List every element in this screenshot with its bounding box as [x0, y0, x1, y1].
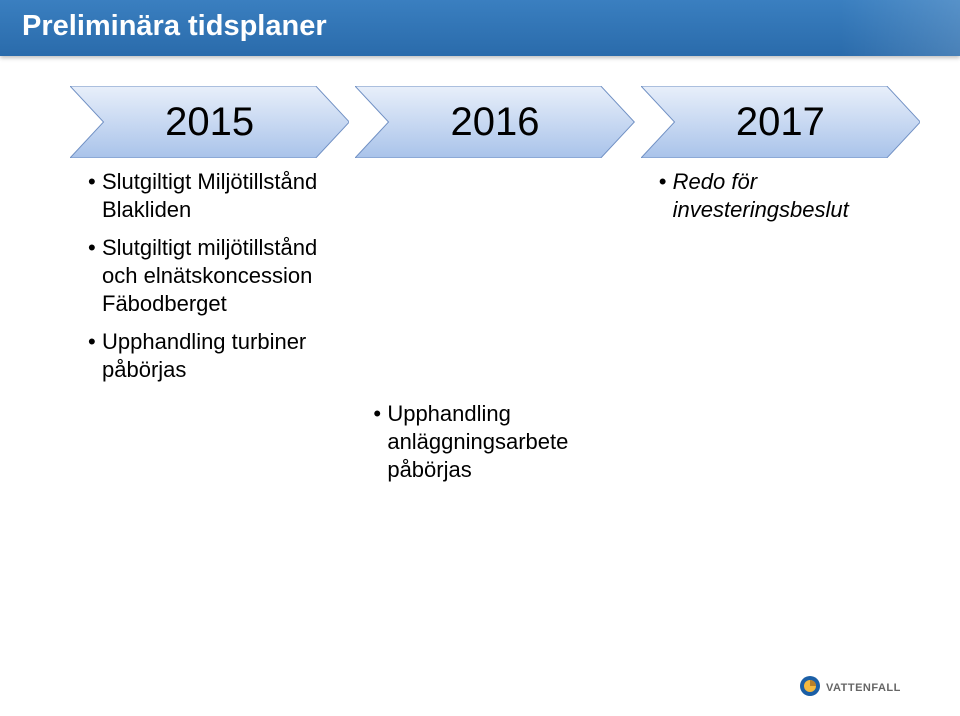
page-title: Preliminära tidsplaner	[0, 0, 960, 56]
timeline-columns: Slutgiltigt Miljötillstånd Blakliden Slu…	[70, 168, 920, 494]
chevron-2017: 2017	[641, 86, 920, 158]
vattenfall-logo: VATTENFALL	[798, 674, 928, 698]
slide-content: 2015 2016	[0, 56, 960, 494]
col-2017: Redo för investeringsbeslut	[641, 168, 920, 494]
bullet-item: Slutgiltigt miljötillstånd och elnätskon…	[88, 234, 331, 318]
chevron-2015-label: 2015	[98, 86, 321, 158]
title-bar: Preliminära tidsplaner	[0, 0, 960, 56]
bullets-2015: Slutgiltigt Miljötillstånd Blakliden Slu…	[88, 168, 331, 384]
bullets-2017: Redo för investeringsbeslut	[659, 168, 902, 224]
chevron-2015: 2015	[70, 86, 349, 158]
timeline-chevrons: 2015 2016	[70, 86, 920, 158]
chevron-2016: 2016	[355, 86, 634, 158]
chevron-2016-label: 2016	[383, 86, 606, 158]
col-2016: Upphandling anläggningsarbete påbörjas	[355, 168, 634, 494]
bullet-item: Upphandling anläggningsarbete påbörjas	[373, 400, 616, 484]
col-2015: Slutgiltigt Miljötillstånd Blakliden Slu…	[70, 168, 349, 494]
logo-text: VATTENFALL	[826, 682, 901, 694]
bullets-2016: Upphandling anläggningsarbete påbörjas	[373, 400, 616, 484]
chevron-2017-label: 2017	[669, 86, 892, 158]
bullet-item: Redo för investeringsbeslut	[659, 168, 902, 224]
bullet-item: Slutgiltigt Miljötillstånd Blakliden	[88, 168, 331, 224]
title-bar-gradient-edge	[840, 0, 960, 56]
bullet-item: Upphandling turbiner påbörjas	[88, 328, 331, 384]
